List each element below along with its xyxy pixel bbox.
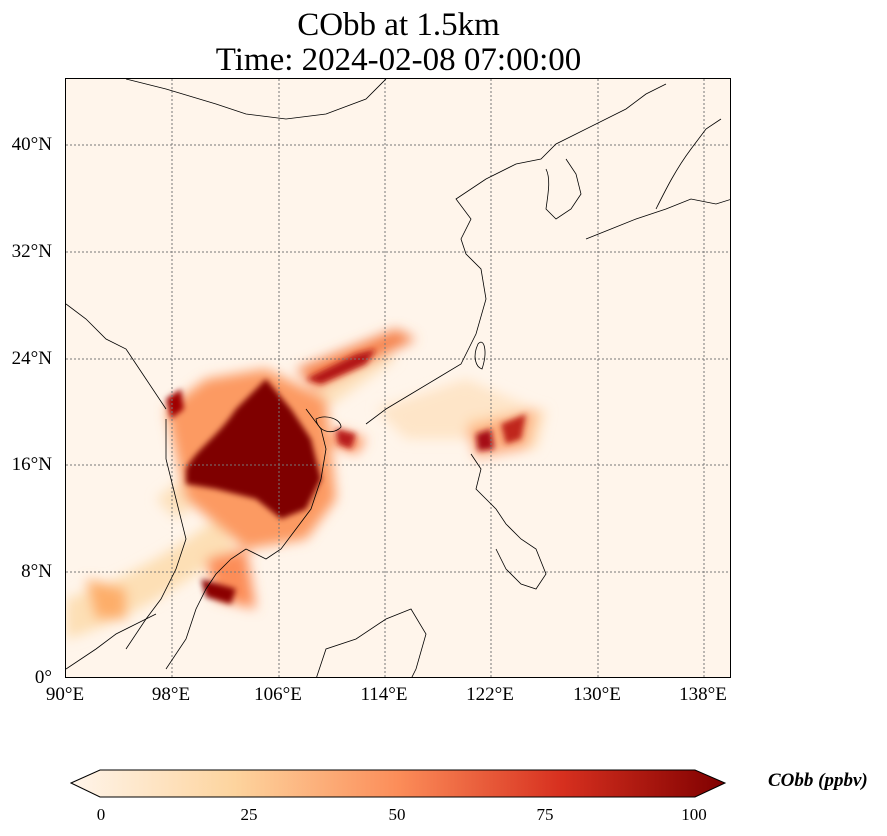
colorbar-gradient	[70, 769, 727, 798]
map-plot-area	[65, 78, 731, 678]
colorbar-tick-label: 100	[681, 805, 707, 824]
lat-tick-label: 40°N	[11, 134, 52, 155]
colorbar	[70, 769, 727, 798]
lon-tick-label: 130°E	[573, 684, 621, 705]
map-title: CObb at 1.5km	[297, 7, 500, 43]
lon-tick-label: 122°E	[466, 684, 514, 705]
colorbar-tick-label: 25	[240, 805, 258, 824]
lat-tick-label: 16°N	[11, 454, 52, 475]
colorbar-tick-label: 0	[96, 805, 106, 824]
map-subtitle-time: Time: 2024-02-08 07:00:00	[215, 42, 582, 78]
lon-tick-label: 90°E	[45, 684, 85, 705]
coastlines	[66, 79, 730, 677]
lat-tick-label: 0°	[34, 667, 52, 688]
lon-tick-label: 98°E	[151, 684, 191, 705]
colorbar-tick-label: 75	[536, 805, 554, 824]
lat-tick-label: 32°N	[11, 241, 52, 262]
lon-tick-label: 138°E	[679, 684, 727, 705]
concentration-hotspots	[166, 349, 526, 604]
lon-tick-label: 114°E	[360, 684, 408, 705]
lon-tick-label: 106°E	[254, 684, 302, 705]
colorbar-label: CObb (ppbv)	[768, 770, 868, 791]
lat-tick-label: 24°N	[11, 348, 52, 369]
graticule	[66, 79, 730, 677]
map-canvas	[66, 79, 730, 677]
colorbar-tick-label: 50	[388, 805, 406, 824]
lat-tick-label: 8°N	[21, 561, 52, 582]
